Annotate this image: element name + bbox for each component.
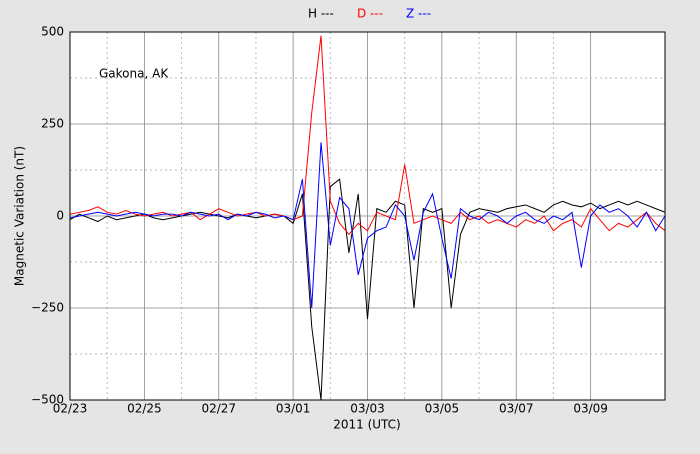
legend-label: D --- (357, 7, 383, 21)
x-tick-label: 03/09 (573, 402, 608, 416)
x-tick-label: 02/27 (201, 402, 236, 416)
legend-label: H --- (308, 7, 334, 21)
annotation: Gakona, AK (99, 67, 169, 81)
legend: H --- D --- Z --- (308, 7, 431, 21)
x-tick-label: 03/07 (499, 402, 534, 416)
series-line (70, 142, 665, 309)
series-line (70, 178, 665, 400)
series-line (70, 35, 665, 236)
x-tick-label: 03/05 (425, 402, 460, 416)
y-tick-label: 500 (41, 25, 64, 39)
y-axis-label: Magnetic Variation (nT) (13, 146, 27, 286)
x-tick-label: 03/03 (350, 402, 385, 416)
lines (70, 35, 665, 400)
y-tick-label: 0 (56, 209, 64, 223)
y-tick-label: 250 (41, 117, 64, 131)
x-tick-label: 02/23 (53, 402, 88, 416)
x-axis-label: 2011 (UTC) (333, 418, 401, 432)
y-tick-label: −250 (31, 301, 64, 315)
x-tick-label: 02/25 (127, 402, 162, 416)
x-tick-label: 03/01 (276, 402, 311, 416)
plot-frame (69, 31, 666, 401)
y-tick-label: −500 (31, 393, 64, 407)
legend-label: Z --- (406, 7, 431, 21)
